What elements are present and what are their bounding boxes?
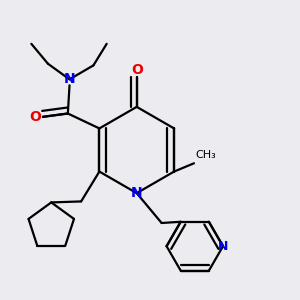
Text: O: O xyxy=(30,110,42,124)
Text: N: N xyxy=(64,72,75,86)
Text: N: N xyxy=(218,240,228,253)
Text: O: O xyxy=(131,63,143,77)
Text: N: N xyxy=(131,186,142,200)
Text: CH₃: CH₃ xyxy=(196,150,216,160)
